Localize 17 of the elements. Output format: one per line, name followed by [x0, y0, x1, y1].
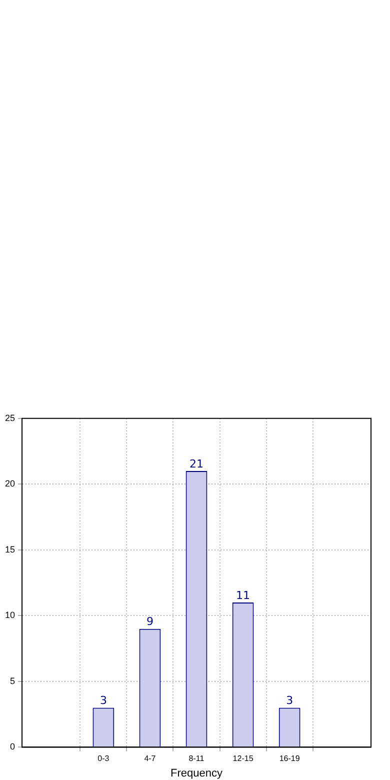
- data-label: 9: [146, 615, 154, 628]
- y-tick-label: 15: [4, 544, 16, 554]
- x-tick-label: 12-15: [232, 754, 254, 764]
- y-tick-label: 20: [4, 478, 16, 489]
- data-label: 11: [236, 588, 250, 602]
- x-tick-label: 16-19: [279, 754, 300, 764]
- x-tick-label: 0-3: [98, 754, 110, 764]
- data-label: 3: [286, 694, 294, 708]
- y-tick-label: 10: [4, 610, 16, 620]
- y-tick-label: 0: [10, 742, 16, 752]
- data-label: 21: [190, 457, 204, 470]
- x-tick-label: 8-11: [188, 754, 205, 764]
- y-tick-label: 25: [4, 412, 16, 423]
- y-tick-label: 5: [10, 676, 16, 686]
- x-axis-title: Frequency: [170, 767, 223, 780]
- x-tick-label: 4-7: [144, 754, 156, 764]
- data-label: 3: [100, 694, 107, 708]
